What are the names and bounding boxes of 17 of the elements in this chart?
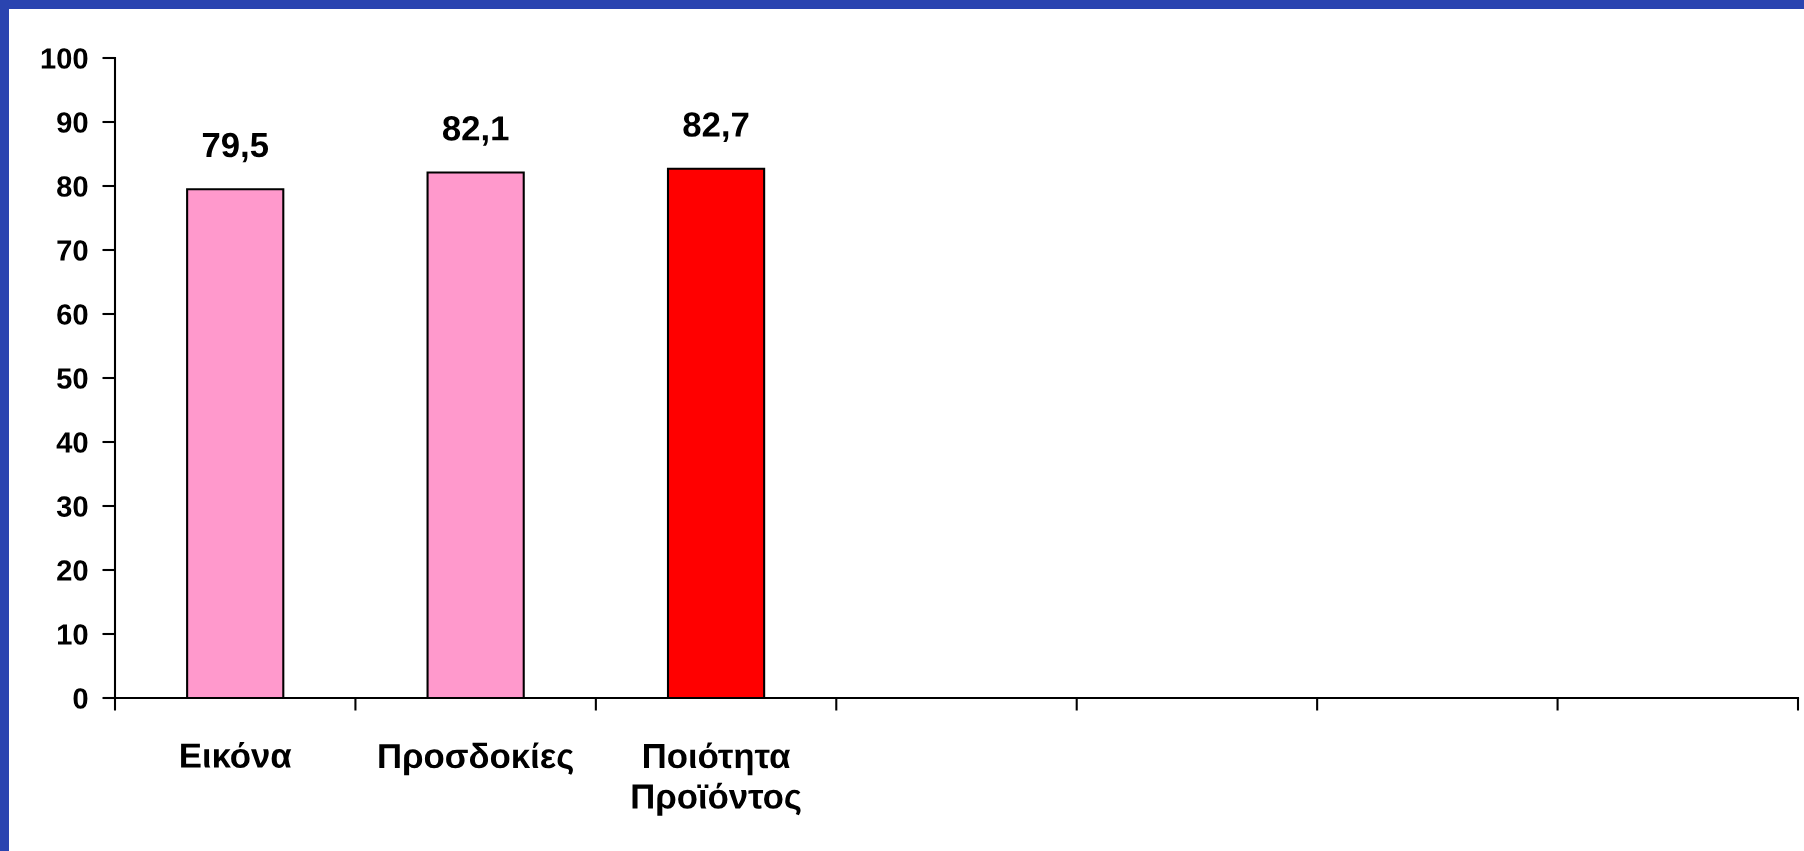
y-tick-label: 70 bbox=[57, 240, 88, 261]
y-tick-label: 0 bbox=[73, 688, 88, 709]
data-label: 82,1 bbox=[442, 116, 509, 146]
y-tick-label: 90 bbox=[57, 112, 88, 133]
y-tick-label: 100 bbox=[41, 48, 88, 69]
y-tick-label: 40 bbox=[56, 432, 88, 453]
y-tick-label: 30 bbox=[56, 496, 88, 517]
x-tick-label: Εικόνα bbox=[181, 742, 292, 768]
y-tick-label: 60 bbox=[57, 304, 88, 325]
y-tick-label: 80 bbox=[57, 176, 88, 197]
y-tick-label: 20 bbox=[57, 560, 88, 581]
x-tick-label: Ποιότητα Προϊόντος bbox=[632, 742, 801, 816]
y-tick-label: 50 bbox=[57, 368, 88, 389]
x-tick-label: Προσδοκίες bbox=[379, 742, 573, 776]
data-label: 82,7 bbox=[683, 112, 749, 142]
y-tick-label: 10 bbox=[58, 624, 88, 645]
data-label: 79,5 bbox=[202, 132, 269, 163]
